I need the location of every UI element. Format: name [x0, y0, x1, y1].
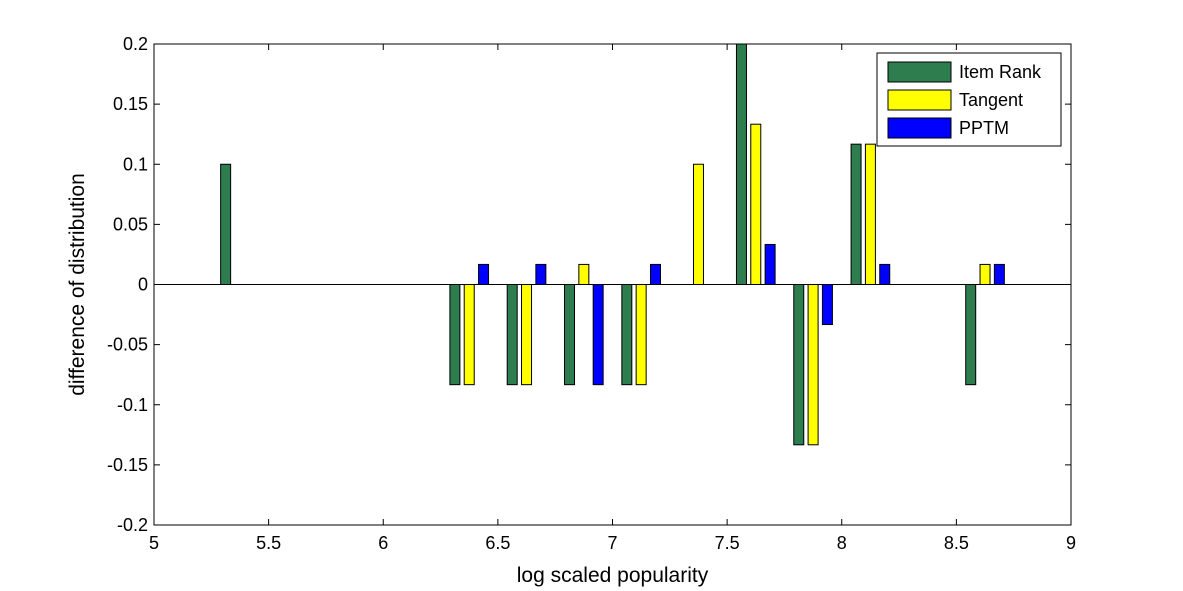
bar-tangent	[979, 263, 991, 285]
legend-label: PPTM	[959, 118, 1009, 138]
x-tick-label: 7.5	[715, 533, 740, 553]
bar-item-rank	[564, 284, 576, 386]
bar-item-rank	[850, 143, 862, 285]
bar-item-rank	[621, 284, 633, 386]
legend-label: Tangent	[959, 90, 1023, 110]
bar-item-rank	[449, 284, 461, 386]
bars-layer	[220, 43, 1005, 446]
bar-pptm	[649, 263, 661, 285]
y-tick-label: -0.1	[117, 395, 148, 415]
y-tick-label: -0.2	[117, 515, 148, 535]
bar-pptm	[535, 263, 547, 285]
bar-tangent	[864, 143, 876, 285]
bar-pptm	[478, 263, 490, 285]
legend: Item Rank Tangent PPTM	[876, 52, 1062, 147]
legend-swatch	[887, 117, 952, 139]
bar-pptm	[821, 284, 833, 326]
y-tick-label: 0.15	[113, 94, 148, 114]
x-axis-label: log scaled popularity	[517, 564, 709, 587]
x-tick-label: 8.5	[944, 533, 969, 553]
y-tick-label: -0.15	[107, 455, 148, 475]
x-tick-label: 6.5	[485, 533, 510, 553]
y-tick-label: 0.2	[123, 34, 148, 54]
axis-ticks	[153, 43, 1072, 526]
legend-swatch	[887, 61, 952, 83]
y-tick-label: -0.05	[107, 335, 148, 355]
bar-tangent	[635, 284, 647, 386]
bar-tangent	[578, 263, 590, 285]
x-tick-label: 5.5	[256, 533, 281, 553]
bar-pptm	[764, 243, 776, 286]
bar-pptm	[879, 263, 891, 285]
x-tick-label: 7	[607, 533, 617, 553]
bar-pptm	[993, 263, 1005, 285]
x-tick-label: 6	[378, 533, 388, 553]
y-axis-label: difference of distribution	[66, 173, 89, 396]
x-tick-label: 5	[149, 533, 159, 553]
bar-tangent	[807, 284, 819, 446]
bar-item-rank	[793, 284, 805, 446]
bar-tangent	[521, 284, 533, 386]
x-tick-label: 9	[1066, 533, 1076, 553]
y-tick-label: 0	[138, 275, 148, 295]
bar-item-rank	[220, 163, 232, 285]
bar-tangent	[750, 123, 762, 285]
bar-tangent	[692, 163, 704, 285]
legend-label: Item Rank	[959, 62, 1042, 82]
y-tick-label: 0.1	[123, 154, 148, 174]
x-tick-label: 8	[837, 533, 847, 553]
bar-item-rank	[506, 284, 518, 386]
legend-swatch	[887, 89, 952, 111]
bar-item-rank	[965, 284, 977, 386]
bar-tangent	[463, 284, 475, 386]
y-tick-labels: -0.2 -0.15 -0.1 -0.05 0 0.05 0.1 0.15 0.2	[107, 34, 148, 535]
bar-pptm	[592, 284, 604, 386]
y-tick-label: 0.05	[113, 214, 148, 234]
bar-item-rank	[735, 43, 747, 285]
x-tick-labels: 5 5.5 6 6.5 7 7.5 8 8.5 9	[149, 533, 1076, 553]
